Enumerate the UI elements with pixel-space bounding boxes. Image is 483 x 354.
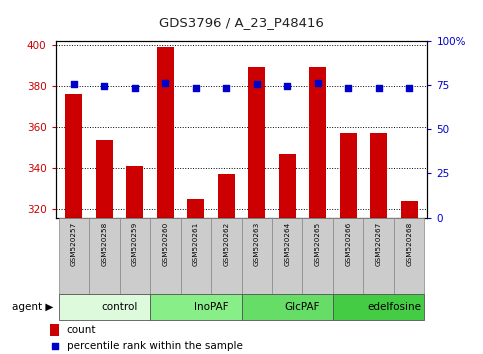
Bar xyxy=(187,199,204,218)
Text: GSM520262: GSM520262 xyxy=(223,222,229,266)
Bar xyxy=(333,218,363,294)
Text: control: control xyxy=(101,302,138,312)
Bar xyxy=(370,133,387,218)
Point xyxy=(131,85,139,91)
Text: edelfosine: edelfosine xyxy=(367,302,421,312)
Bar xyxy=(211,218,242,294)
Text: GSM520263: GSM520263 xyxy=(254,222,260,266)
Bar xyxy=(248,68,265,218)
Bar xyxy=(127,166,143,218)
Point xyxy=(253,81,261,87)
Bar xyxy=(58,294,150,320)
Text: GSM520265: GSM520265 xyxy=(315,222,321,266)
Point xyxy=(161,80,169,86)
Text: GSM520268: GSM520268 xyxy=(406,222,412,266)
Text: GSM520261: GSM520261 xyxy=(193,222,199,266)
Bar xyxy=(279,154,296,218)
Point xyxy=(405,85,413,91)
Text: count: count xyxy=(67,325,97,335)
Text: InoPAF: InoPAF xyxy=(194,302,228,312)
Text: GSM520266: GSM520266 xyxy=(345,222,351,266)
Bar xyxy=(242,294,333,320)
Point xyxy=(192,85,199,91)
Text: percentile rank within the sample: percentile rank within the sample xyxy=(67,341,243,350)
Bar xyxy=(333,294,425,320)
Bar xyxy=(181,218,211,294)
Text: GlcPAF: GlcPAF xyxy=(284,302,320,312)
Bar xyxy=(66,94,82,218)
Bar xyxy=(242,218,272,294)
Text: GSM520257: GSM520257 xyxy=(71,222,77,266)
Text: GDS3796 / A_23_P48416: GDS3796 / A_23_P48416 xyxy=(159,16,324,29)
Text: GSM520264: GSM520264 xyxy=(284,222,290,266)
Bar xyxy=(157,47,174,218)
Text: GSM520267: GSM520267 xyxy=(376,222,382,266)
Point xyxy=(313,274,320,280)
Bar xyxy=(120,218,150,294)
Point xyxy=(375,85,383,91)
Point xyxy=(100,83,108,89)
Bar xyxy=(58,218,89,294)
Bar xyxy=(401,201,417,218)
Bar xyxy=(150,218,181,294)
Bar xyxy=(150,294,242,320)
Bar xyxy=(218,175,235,218)
Point xyxy=(314,80,322,86)
Bar xyxy=(340,133,356,218)
Point xyxy=(222,85,230,91)
Bar xyxy=(89,218,120,294)
Text: GSM520258: GSM520258 xyxy=(101,222,107,266)
Text: agent ▶: agent ▶ xyxy=(12,302,53,312)
Point xyxy=(70,81,78,87)
Bar xyxy=(302,218,333,294)
Bar xyxy=(309,68,326,218)
Bar xyxy=(50,324,59,336)
Text: GSM520260: GSM520260 xyxy=(162,222,168,266)
Text: GSM520259: GSM520259 xyxy=(132,222,138,266)
Point xyxy=(284,83,291,89)
Bar xyxy=(363,218,394,294)
Bar xyxy=(394,218,425,294)
Point xyxy=(344,85,352,91)
Bar xyxy=(96,139,113,218)
Bar xyxy=(272,218,302,294)
